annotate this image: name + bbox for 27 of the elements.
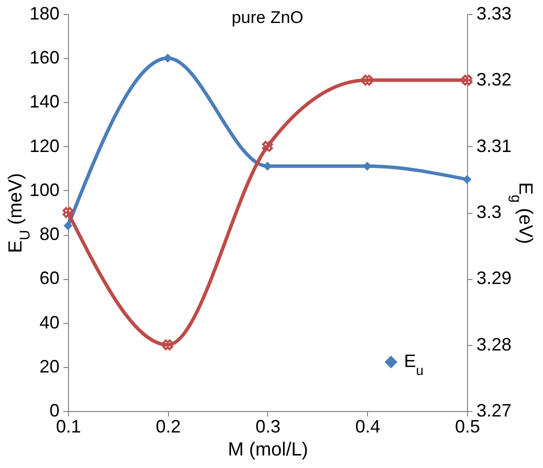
y2-tick-label: 3.32 <box>476 70 512 90</box>
legend-label: E$_{u}$ <box>404 351 424 378</box>
y-tick-label: 80 <box>39 224 60 244</box>
x-axis-title: M (mol/L) <box>228 440 308 460</box>
y2-tick-label: 3.29 <box>476 268 512 288</box>
point <box>162 339 174 350</box>
x-tick-label: 0.2 <box>156 416 181 436</box>
y-tick-label: 40 <box>39 312 60 332</box>
point <box>462 74 472 86</box>
x-tick-label: 0.4 <box>355 416 380 436</box>
y-tick-label: 160 <box>29 48 60 68</box>
y2-tick-label: 3.33 <box>476 4 512 24</box>
chart-title: pure ZnO <box>232 8 304 27</box>
y2-tick-label: 3.28 <box>476 334 512 354</box>
point <box>62 207 74 218</box>
y-tick-label: 120 <box>29 136 60 156</box>
point <box>362 74 373 86</box>
x-tick-label: 0.3 <box>255 416 281 436</box>
y-tick-label: 180 <box>29 4 60 24</box>
y-tick-label: 60 <box>39 268 60 288</box>
y-tick-label: 140 <box>29 92 60 112</box>
point <box>262 140 273 152</box>
y-tick-label: 20 <box>39 356 60 376</box>
y2-tick-label: 3.31 <box>476 136 512 156</box>
point <box>462 174 472 184</box>
y2-tick-label: 3.3 <box>476 202 502 222</box>
point <box>64 221 72 230</box>
